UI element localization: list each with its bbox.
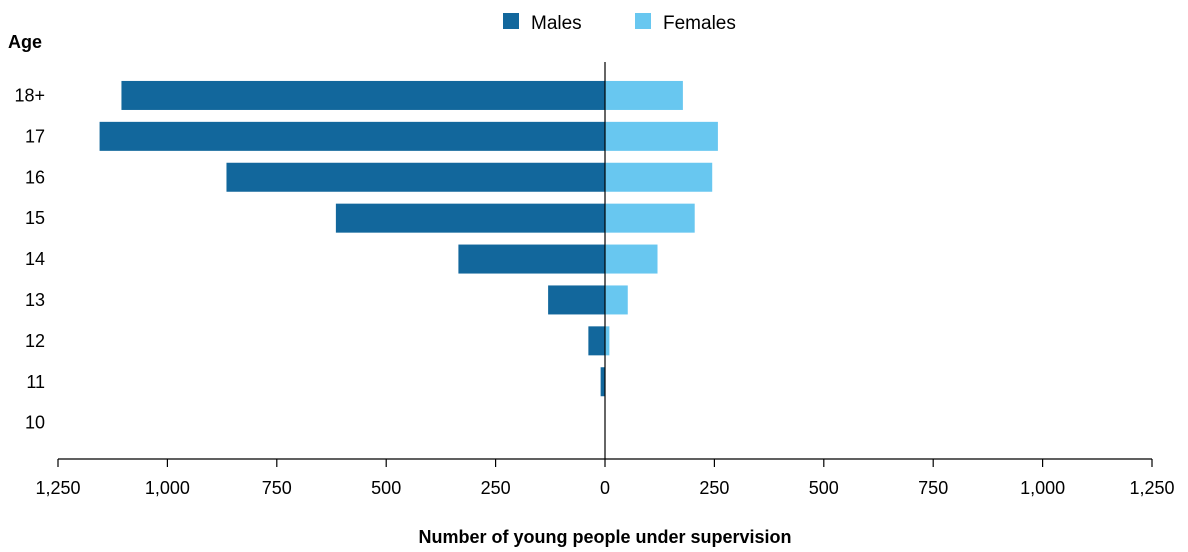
bar-females-12 (605, 326, 610, 356)
age-label-17: 17 (25, 126, 45, 146)
x-axis-title: Number of young people under supervision (418, 527, 791, 547)
bar-females-16 (605, 162, 713, 192)
x-tick-label: 500 (371, 478, 401, 498)
bar-males-17 (99, 121, 606, 151)
x-tick-label: 0 (600, 478, 610, 498)
bars (99, 80, 718, 397)
x-tick-label: 1,250 (1129, 478, 1174, 498)
bar-females-14 (605, 244, 658, 274)
x-tick-label: 1,000 (1020, 478, 1065, 498)
bar-males-16 (226, 162, 605, 192)
age-label-14: 14 (25, 249, 45, 269)
x-tick-label: 250 (699, 478, 729, 498)
age-label-12: 12 (25, 331, 45, 351)
age-label-18+: 18+ (14, 85, 45, 105)
legend-label-males: Males (531, 13, 582, 34)
x-tick-label: 750 (262, 478, 292, 498)
legend-label-females: Females (663, 13, 736, 34)
age-labels: 18+ 17 16 15 14 13 12 11 10 (14, 85, 45, 432)
bar-females-13 (605, 285, 628, 315)
x-tick-label: 750 (918, 478, 948, 498)
x-tick-label: 1,000 (145, 478, 190, 498)
bar-males-18+ (121, 80, 606, 110)
age-label-13: 13 (25, 290, 45, 310)
bar-males-12 (588, 326, 605, 356)
bar-females-15 (605, 203, 695, 233)
legend-swatch-females (635, 13, 651, 29)
legend-swatch-males (503, 13, 519, 29)
bar-males-15 (335, 203, 605, 233)
y-axis-title: Age (8, 32, 42, 52)
x-ticks: 1,250 1,000 750 500 250 0 250 500 750 1,000 1,250 (35, 459, 1175, 498)
age-label-11: 11 (26, 372, 45, 392)
bar-males-11 (600, 367, 605, 397)
bar-males-14 (458, 244, 605, 274)
bar-males-13 (548, 285, 605, 315)
legend: Males Females (503, 13, 736, 34)
age-label-15: 15 (25, 208, 45, 228)
x-tick-label: 500 (809, 478, 839, 498)
x-tick-label: 1,250 (35, 478, 80, 498)
age-label-16: 16 (25, 167, 45, 187)
bar-females-17 (605, 121, 718, 151)
bar-females-18+ (605, 80, 683, 110)
x-tick-label: 250 (481, 478, 511, 498)
age-label-10: 10 (25, 413, 45, 433)
